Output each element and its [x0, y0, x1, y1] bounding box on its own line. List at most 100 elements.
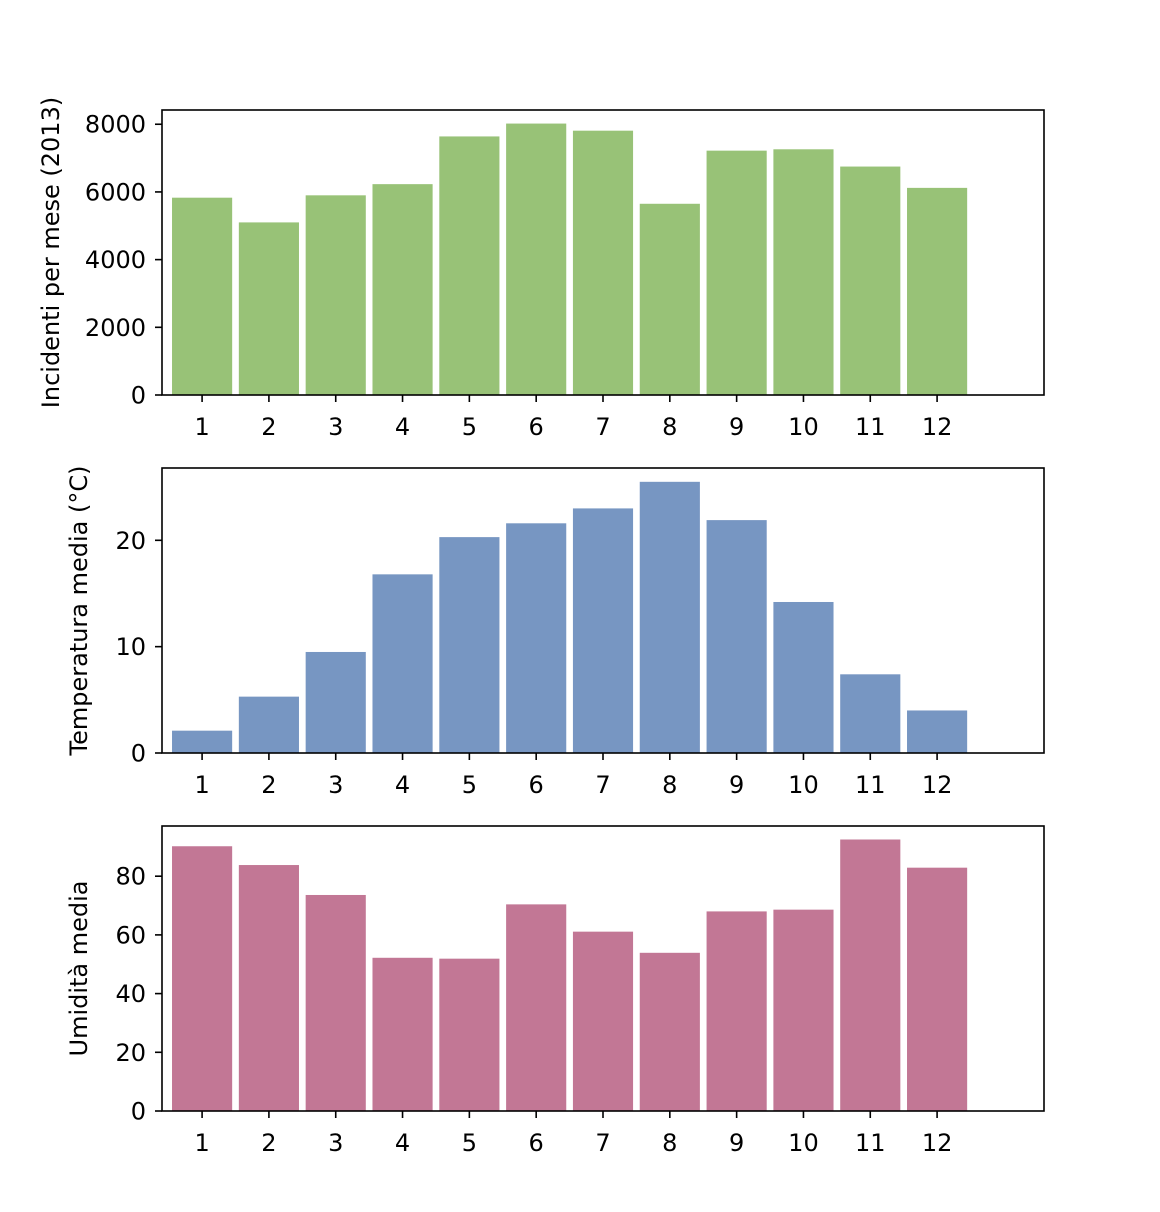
bar-umidita-10 [773, 909, 834, 1111]
y-axis-label-temperatura: Temperatura media (°C) [65, 466, 93, 757]
x-tick-label: 6 [529, 413, 544, 441]
x-tick-label: 1 [194, 1129, 209, 1157]
x-tick-label: 5 [462, 771, 477, 799]
x-tick-label: 3 [328, 413, 343, 441]
x-tick-label: 9 [729, 413, 744, 441]
x-tick-label: 10 [788, 771, 819, 799]
y-tick-label: 0 [131, 740, 146, 768]
y-ticks-umidita: 0 20 40 60 80 [115, 863, 162, 1126]
x-tick-label: 10 [788, 1129, 819, 1157]
y-tick-label: 80 [115, 863, 146, 891]
bar-incidenti-9 [706, 150, 767, 395]
y-ticks-incidenti: 0 2000 4000 6000 8000 [85, 111, 162, 410]
y-ticks-temperatura: 0 10 20 [115, 527, 162, 768]
bar-incidenti-8 [639, 203, 700, 395]
y-tick-label: 0 [131, 1098, 146, 1126]
x-tick-label: 10 [788, 413, 819, 441]
y-tick-label: 10 [115, 633, 146, 661]
x-ticks-incidenti: 1 2 3 4 5 6 7 8 9 10 11 12 [194, 395, 952, 441]
x-tick-label: 12 [922, 413, 953, 441]
y-axis-label-incidenti: Incidenti per mese (2013) [37, 97, 65, 408]
bar-temperatura-10 [773, 601, 834, 753]
y-tick-label: 8000 [85, 111, 146, 139]
x-tick-label: 8 [662, 771, 677, 799]
bar-incidenti-12 [907, 187, 968, 395]
bar-temperatura-9 [706, 520, 767, 753]
y-tick-label: 20 [115, 1039, 146, 1067]
bar-temperatura-12 [907, 710, 968, 753]
bar-temperatura-8 [639, 481, 700, 753]
x-tick-label: 2 [261, 771, 276, 799]
x-tick-label: 2 [261, 413, 276, 441]
bar-umidita-4 [372, 957, 433, 1111]
x-tick-label: 5 [462, 1129, 477, 1157]
bar-incidenti-11 [840, 166, 901, 395]
x-tick-label: 11 [855, 413, 886, 441]
bar-umidita-1 [172, 846, 233, 1111]
bar-temperatura-4 [372, 574, 433, 753]
bars-incidenti [172, 123, 968, 395]
x-ticks-umidita: 1 2 3 4 5 6 7 8 9 10 11 12 [194, 1111, 952, 1157]
bar-temperatura-2 [238, 696, 299, 753]
x-tick-label: 4 [395, 771, 410, 799]
bar-umidita-9 [706, 911, 767, 1111]
x-tick-label: 9 [729, 1129, 744, 1157]
y-tick-label: 0 [131, 382, 146, 410]
bars-temperatura [172, 481, 968, 753]
bar-temperatura-11 [840, 674, 901, 753]
bar-temperatura-6 [506, 523, 567, 753]
x-tick-label: 6 [529, 771, 544, 799]
y-tick-label: 60 [115, 921, 146, 949]
bar-incidenti-4 [372, 184, 433, 395]
x-tick-label: 1 [194, 771, 209, 799]
y-tick-label: 2000 [85, 314, 146, 342]
bar-incidenti-2 [238, 222, 299, 395]
y-tick-label: 6000 [85, 178, 146, 206]
x-tick-label: 12 [922, 771, 953, 799]
bar-incidenti-1 [172, 197, 233, 395]
bar-umidita-12 [907, 867, 968, 1111]
x-tick-label: 12 [922, 1129, 953, 1157]
x-ticks-temperatura: 1 2 3 4 5 6 7 8 9 10 11 12 [194, 753, 952, 799]
bar-temperatura-7 [572, 508, 634, 753]
bar-incidenti-6 [506, 123, 567, 395]
x-tick-label: 1 [194, 413, 209, 441]
x-tick-label: 7 [595, 1129, 610, 1157]
x-tick-label: 8 [662, 413, 677, 441]
bar-incidenti-3 [305, 195, 366, 395]
x-tick-label: 2 [261, 1129, 276, 1157]
bar-umidita-2 [238, 865, 299, 1111]
x-tick-label: 3 [328, 771, 343, 799]
y-axis-label-umidita: Umidità media [65, 880, 93, 1056]
x-tick-label: 7 [595, 413, 610, 441]
y-tick-label: 4000 [85, 246, 146, 274]
bars-umidita [172, 839, 968, 1111]
x-tick-label: 3 [328, 1129, 343, 1157]
x-tick-label: 4 [395, 413, 410, 441]
x-tick-label: 11 [855, 771, 886, 799]
bar-umidita-3 [305, 894, 366, 1111]
bar-incidenti-7 [572, 130, 634, 395]
y-tick-label: 20 [115, 527, 146, 555]
bar-incidenti-5 [439, 136, 500, 395]
x-tick-label: 9 [729, 771, 744, 799]
x-tick-label: 8 [662, 1129, 677, 1157]
x-tick-label: 6 [529, 1129, 544, 1157]
bar-umidita-5 [439, 958, 500, 1111]
bar-umidita-7 [572, 931, 634, 1111]
bar-temperatura-3 [305, 651, 366, 753]
x-tick-label: 5 [462, 413, 477, 441]
bar-umidita-6 [506, 904, 567, 1111]
bar-umidita-8 [639, 952, 700, 1111]
bar-umidita-11 [840, 839, 901, 1111]
x-tick-label: 11 [855, 1129, 886, 1157]
y-tick-label: 40 [115, 980, 146, 1008]
bar-temperatura-5 [439, 537, 500, 753]
bar-temperatura-1 [172, 730, 233, 753]
bar-incidenti-10 [773, 149, 834, 395]
x-tick-label: 7 [595, 771, 610, 799]
